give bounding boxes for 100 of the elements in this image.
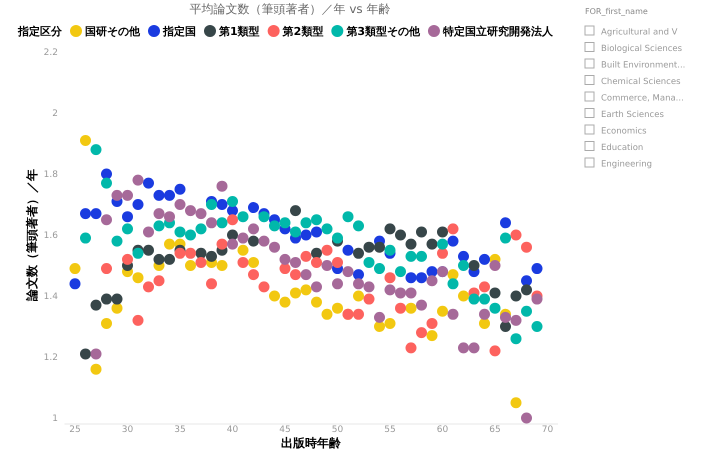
point xyxy=(300,250,312,262)
point xyxy=(384,223,396,234)
legend-label: 第3類型その他 xyxy=(345,25,421,38)
point xyxy=(154,275,164,286)
point xyxy=(468,260,480,271)
point xyxy=(101,214,112,226)
point xyxy=(290,287,301,298)
point xyxy=(101,178,112,189)
point xyxy=(70,263,80,274)
point xyxy=(479,318,490,329)
point xyxy=(364,242,374,253)
point xyxy=(406,272,416,284)
text: Education xyxy=(601,143,644,153)
point xyxy=(206,250,217,262)
legend-label: 第1類型 xyxy=(218,25,260,38)
point xyxy=(500,312,511,323)
point xyxy=(122,211,133,222)
text: FOR_first_name xyxy=(585,7,648,16)
text: Biological Sciences xyxy=(601,44,683,54)
point xyxy=(311,214,322,226)
point xyxy=(101,168,112,180)
point xyxy=(311,226,322,238)
point xyxy=(154,220,164,232)
point xyxy=(311,248,322,259)
text: Agricultural and V xyxy=(601,28,678,38)
point xyxy=(374,242,385,253)
point xyxy=(143,281,154,292)
point xyxy=(101,294,112,305)
point xyxy=(269,290,280,302)
point xyxy=(216,199,228,210)
point xyxy=(384,284,396,296)
text: Earth Sciences xyxy=(601,110,664,120)
point xyxy=(143,244,154,256)
point xyxy=(132,174,144,186)
point xyxy=(238,256,248,268)
point xyxy=(426,330,438,342)
point xyxy=(510,397,522,408)
point xyxy=(227,196,238,207)
point xyxy=(290,205,301,216)
point xyxy=(490,302,500,314)
point xyxy=(196,223,206,234)
point xyxy=(80,348,91,360)
point xyxy=(332,278,343,290)
point xyxy=(112,302,122,314)
point xyxy=(532,263,542,274)
legend-label: 特定国立研究開発法人 xyxy=(442,25,554,38)
point xyxy=(374,263,385,274)
point xyxy=(353,278,364,290)
point xyxy=(101,318,112,329)
point xyxy=(521,306,532,317)
point xyxy=(122,190,133,201)
point xyxy=(238,244,248,256)
point xyxy=(416,226,427,238)
y-axis-title: 論文数（筆頭著者）／年 xyxy=(25,169,39,302)
point xyxy=(364,281,374,292)
point xyxy=(300,230,312,240)
point xyxy=(174,248,186,259)
point xyxy=(269,242,280,253)
point xyxy=(384,272,396,284)
point xyxy=(132,314,144,326)
point xyxy=(227,238,238,250)
point xyxy=(248,269,259,280)
point xyxy=(80,232,91,244)
point xyxy=(416,327,427,338)
point xyxy=(448,308,458,320)
point xyxy=(426,275,438,286)
point xyxy=(269,220,280,232)
point xyxy=(185,260,196,271)
text: Economics xyxy=(601,126,648,136)
point xyxy=(248,256,259,268)
point xyxy=(479,281,490,292)
point xyxy=(122,223,133,234)
point xyxy=(174,226,186,238)
x-tick-label: 65 xyxy=(489,425,501,435)
y-tick-label: 1.8 xyxy=(44,170,58,180)
y-tick-label: 1.4 xyxy=(44,292,58,302)
legend-title: 指定区分 xyxy=(17,25,63,38)
point xyxy=(468,342,480,354)
point xyxy=(342,244,354,256)
point xyxy=(248,202,259,214)
point xyxy=(280,254,290,265)
point xyxy=(395,302,406,314)
point xyxy=(196,208,206,220)
x-tick-label: 30 xyxy=(122,425,134,435)
point xyxy=(500,217,511,228)
point xyxy=(216,217,228,228)
point xyxy=(353,290,364,302)
point xyxy=(406,238,416,250)
point xyxy=(185,205,196,216)
point xyxy=(479,254,490,265)
point xyxy=(164,190,175,201)
point xyxy=(406,287,416,298)
point xyxy=(280,296,290,308)
point xyxy=(132,272,144,284)
point xyxy=(90,348,102,360)
text: Built Environment... xyxy=(601,60,686,70)
point xyxy=(416,250,427,262)
point xyxy=(342,211,354,222)
text: Chemical Sciences xyxy=(601,77,682,87)
point xyxy=(300,217,312,228)
